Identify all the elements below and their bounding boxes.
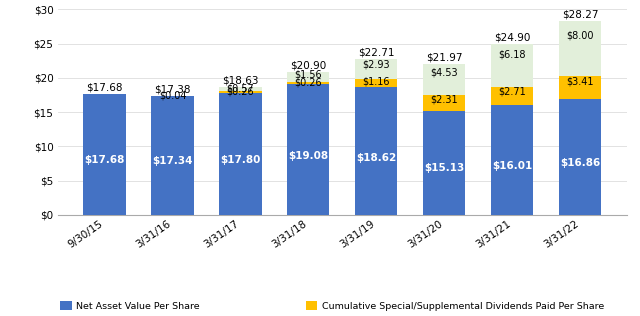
Text: $6.18: $6.18 bbox=[499, 50, 526, 60]
Bar bbox=[492, 87, 533, 105]
Bar bbox=[559, 76, 602, 100]
Bar bbox=[492, 105, 533, 215]
Bar bbox=[423, 95, 465, 111]
Bar bbox=[423, 111, 465, 215]
Bar bbox=[559, 21, 602, 76]
Text: $17.38: $17.38 bbox=[154, 84, 191, 94]
Bar bbox=[152, 96, 193, 215]
Text: $19.08: $19.08 bbox=[289, 151, 328, 161]
Text: $2.93: $2.93 bbox=[363, 59, 390, 70]
Bar bbox=[355, 79, 397, 88]
Bar bbox=[220, 93, 262, 215]
Bar bbox=[492, 45, 533, 87]
Text: $3.41: $3.41 bbox=[566, 77, 594, 87]
Bar bbox=[423, 64, 465, 95]
Text: $20.90: $20.90 bbox=[291, 60, 326, 70]
Text: $8.00: $8.00 bbox=[566, 30, 594, 40]
Bar bbox=[355, 59, 397, 79]
Text: $2.31: $2.31 bbox=[431, 94, 458, 104]
Text: $18.63: $18.63 bbox=[222, 76, 259, 86]
Text: $1.16: $1.16 bbox=[363, 76, 390, 87]
Text: $4.53: $4.53 bbox=[431, 67, 458, 77]
Text: $17.68: $17.68 bbox=[84, 155, 125, 165]
Text: $0.57: $0.57 bbox=[227, 83, 254, 93]
Bar bbox=[287, 84, 330, 215]
Text: $0.26: $0.26 bbox=[294, 78, 322, 88]
Text: $21.97: $21.97 bbox=[426, 53, 463, 63]
Text: $0.04: $0.04 bbox=[159, 91, 186, 101]
Bar bbox=[83, 94, 125, 215]
Text: $16.01: $16.01 bbox=[492, 161, 532, 171]
Text: $17.80: $17.80 bbox=[220, 155, 260, 165]
Bar bbox=[287, 82, 330, 84]
Text: $22.71: $22.71 bbox=[358, 48, 395, 58]
Bar bbox=[220, 87, 262, 91]
Text: $2.71: $2.71 bbox=[499, 86, 526, 96]
Text: $16.86: $16.86 bbox=[560, 158, 600, 168]
Text: $0.26: $0.26 bbox=[227, 87, 254, 97]
Text: $17.34: $17.34 bbox=[152, 156, 193, 167]
Bar bbox=[220, 91, 262, 93]
Text: $17.68: $17.68 bbox=[86, 82, 123, 92]
Text: $18.62: $18.62 bbox=[356, 153, 397, 162]
Bar bbox=[287, 72, 330, 82]
Text: $15.13: $15.13 bbox=[424, 163, 465, 173]
Text: $28.27: $28.27 bbox=[562, 9, 598, 20]
Legend: Net Asset Value Per Share, Cumulative Regular Dividends Paid Per Share, Cumulati: Net Asset Value Per Share, Cumulative Re… bbox=[56, 298, 608, 316]
Bar bbox=[355, 88, 397, 215]
Bar bbox=[559, 100, 602, 215]
Text: $1.56: $1.56 bbox=[294, 70, 322, 79]
Text: $24.90: $24.90 bbox=[494, 33, 531, 43]
